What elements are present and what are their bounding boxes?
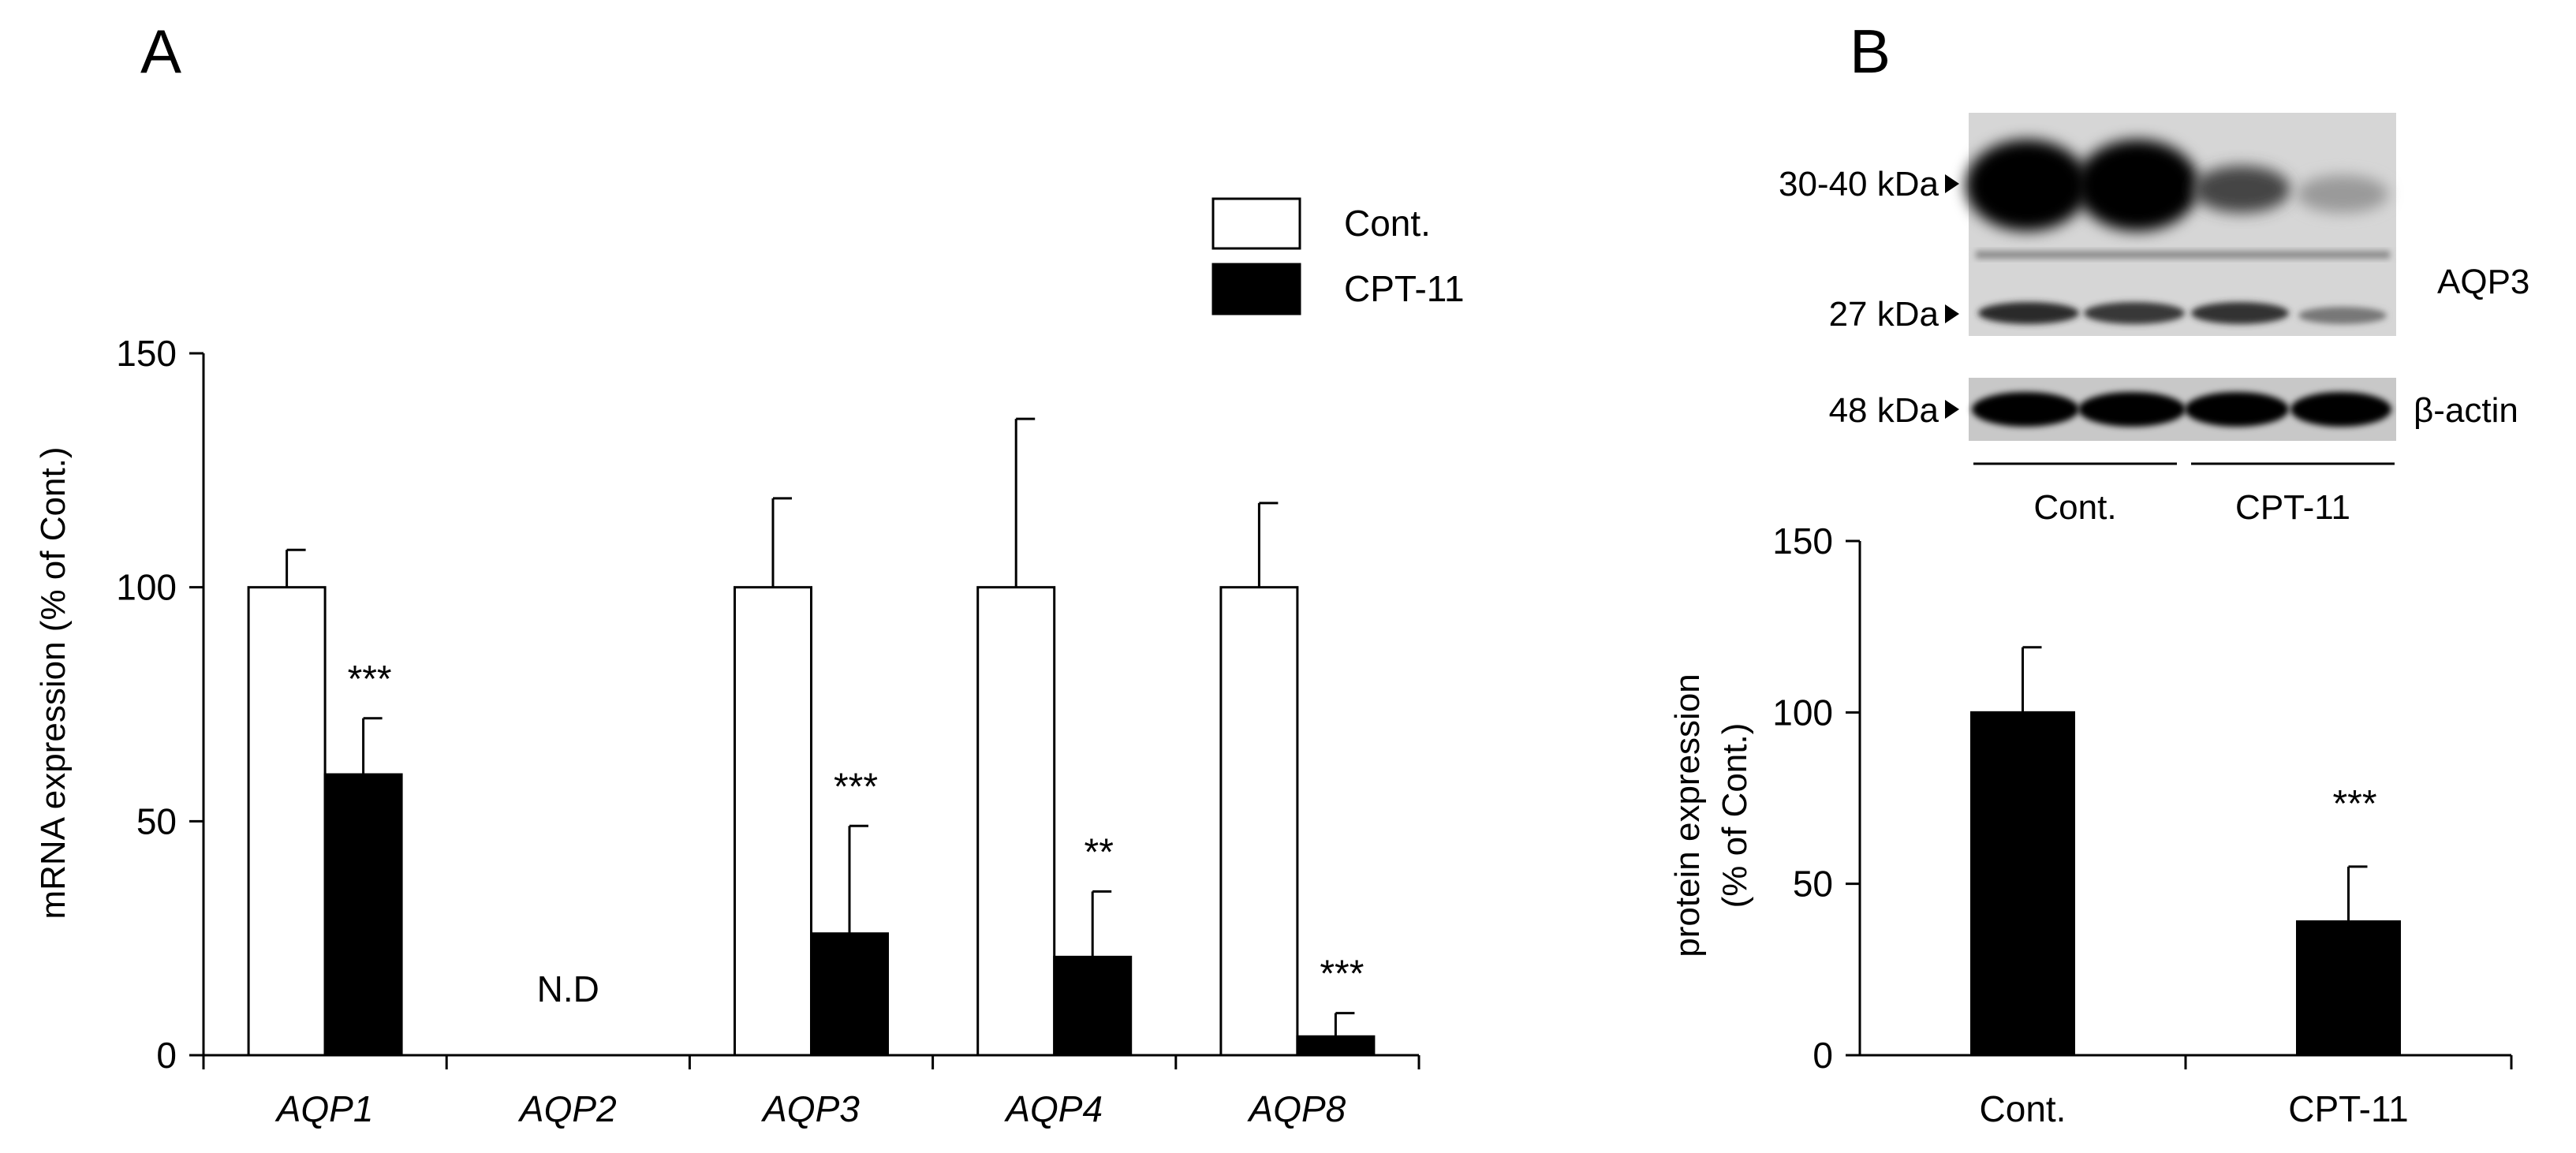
bar: [2296, 920, 2401, 1057]
legend: Cont. CPT-11: [1211, 197, 1465, 315]
chart-b-y-axis-label-2: (% of Cont.): [1715, 723, 1754, 909]
y-tick-label: 150: [116, 333, 177, 374]
not-detected-label: N.D: [537, 968, 599, 1009]
legend-swatch-treated: [1211, 263, 1301, 315]
marker-30-40kda: 30-40 kDa: [1779, 165, 1939, 203]
x-tick-label: AQP4: [1003, 1088, 1103, 1129]
legend-label-treated: CPT-11: [1344, 268, 1465, 309]
y-tick-label: 0: [156, 1035, 177, 1076]
significance-label: ***: [834, 766, 878, 808]
panel-label-b: B: [1850, 17, 1891, 86]
blot-band: [2298, 307, 2387, 324]
blot-band: [1976, 251, 2390, 259]
mrna-expression-chart: mRNA expression (% of Cont.) 0 50 100 150 A…: [34, 333, 1421, 1129]
western-blot: 30-40 kDa 27 kDa 48 kDa AQP3 β-actin Con…: [1779, 113, 2529, 527]
bar-treated: [810, 932, 889, 1057]
y-tick-label: 100: [1772, 692, 1833, 733]
bar-control: [247, 586, 327, 1057]
blot-loading-label: β-actin: [2414, 391, 2518, 430]
x-tick-label: AQP3: [760, 1088, 860, 1129]
blot-band: [2193, 166, 2290, 213]
blot-band: [1972, 392, 2079, 427]
y-tick-label: 100: [116, 567, 177, 608]
bar: [1970, 711, 2075, 1057]
marker-arrow-icon: [1945, 174, 1959, 193]
x-tick-label: AQP2: [517, 1088, 617, 1129]
chart-b-y-axis-label-line1: protein expression: [1668, 674, 1707, 957]
x-tick-label: AQP8: [1247, 1088, 1346, 1129]
bar-treated: [323, 773, 403, 1057]
legend-label-control: Cont.: [1344, 203, 1431, 244]
significance-label: ***: [348, 659, 392, 700]
y-tick-label: 50: [136, 800, 177, 841]
blot-band: [2191, 302, 2289, 324]
chart-b-y-axis-label: protein expression: [1668, 674, 1707, 957]
x-tick-label: AQP1: [274, 1088, 374, 1129]
blot-protein-label: AQP3: [2437, 263, 2529, 301]
blot-band: [2297, 175, 2388, 213]
bar-control: [976, 586, 1056, 1057]
bar-treated: [1296, 1035, 1376, 1057]
significance-label: ***: [1320, 953, 1364, 995]
bar-control: [734, 586, 812, 1057]
x-tick-label: CPT-11: [2288, 1088, 2409, 1129]
blot-band: [2290, 392, 2391, 427]
bar-treated: [1053, 955, 1133, 1057]
y-tick-label: 150: [1772, 521, 1833, 562]
blot-band: [1966, 140, 2089, 231]
blot-band: [2084, 302, 2185, 324]
marker-27kda: 27 kDa: [1829, 295, 1939, 334]
legend-swatch-control: [1211, 197, 1301, 250]
significance-label: ***: [2332, 783, 2376, 825]
chart-a-y-axis-label: mRNA expression (% of Cont.): [34, 446, 73, 919]
significance-label: **: [1085, 831, 1114, 873]
panel-label-a: A: [140, 17, 181, 86]
blot-band: [2076, 140, 2199, 231]
marker-arrow-icon: [1945, 304, 1959, 323]
y-tick-label: 0: [1813, 1035, 1833, 1076]
blot-band: [1978, 302, 2079, 324]
group-label-control: Cont.: [2033, 488, 2116, 527]
marker-48kda: 48 kDa: [1829, 391, 1939, 430]
blot-band: [2185, 392, 2289, 427]
marker-arrow-icon: [1945, 400, 1959, 419]
blot-band: [2078, 392, 2186, 427]
protein-expression-chart: protein expression (% of Cont.) 0 50 100 15…: [1668, 521, 2513, 1129]
y-tick-label: 50: [1793, 864, 1833, 905]
x-tick-label: Cont.: [1980, 1088, 2066, 1129]
bar-control: [1219, 586, 1299, 1057]
chart-b-y-axis-label-line2: (% of Cont.): [1715, 723, 1754, 909]
group-label-treated: CPT-11: [2235, 488, 2350, 527]
